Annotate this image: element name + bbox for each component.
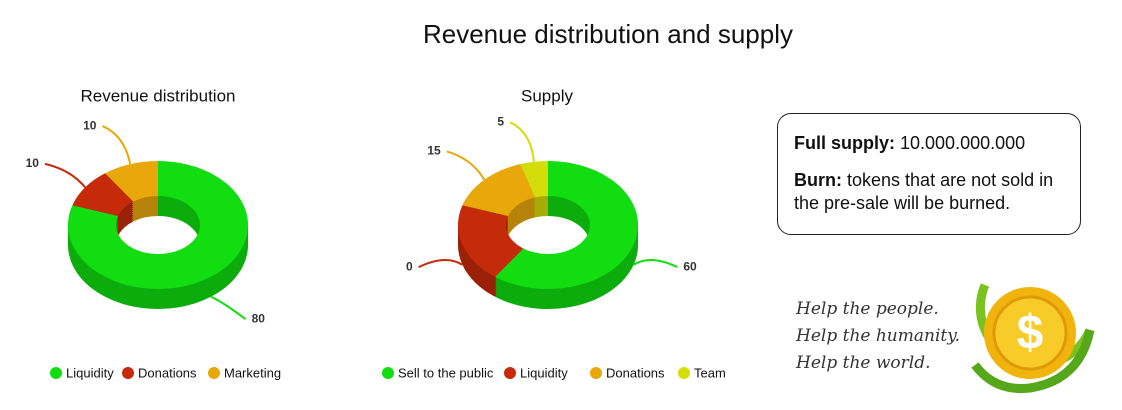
data-label: 60 bbox=[683, 259, 697, 273]
burn-text: tokens that are not sold in the pre-sale… bbox=[794, 170, 1054, 213]
data-label: 80 bbox=[252, 311, 266, 325]
legend-label: Donations bbox=[606, 365, 665, 380]
leader-line bbox=[418, 259, 463, 269]
logo-hand bbox=[971, 329, 1095, 394]
burn: Burn: tokens that are not sold in the pr… bbox=[794, 169, 1064, 215]
legend-marker bbox=[50, 367, 62, 379]
segment bbox=[72, 173, 134, 217]
legend-label: Liquidity bbox=[66, 365, 114, 380]
data-label: 5 bbox=[497, 114, 504, 128]
segment bbox=[458, 205, 524, 277]
chart-title: Supply bbox=[521, 86, 573, 105]
legend-label: Marketing bbox=[224, 365, 281, 380]
legend-marker bbox=[504, 367, 516, 379]
data-label: 10 bbox=[26, 156, 40, 170]
legend-label: Sell to the public bbox=[398, 365, 494, 380]
legend-marker bbox=[122, 367, 134, 379]
legend-marker bbox=[678, 367, 690, 379]
leader-line bbox=[509, 121, 535, 162]
slogan: Help the people. Help the humanity. Help… bbox=[796, 296, 960, 377]
data-label: 0 bbox=[406, 259, 413, 273]
full-supply: Full supply: 10.000.000.000 bbox=[794, 132, 1064, 155]
leader-line bbox=[44, 162, 86, 189]
full-supply-value: 10.000.000.000 bbox=[900, 133, 1026, 153]
page-title: Revenue distribution and supply bbox=[423, 19, 793, 49]
leader-line bbox=[446, 150, 486, 181]
legend-marker bbox=[590, 367, 602, 379]
segment bbox=[495, 161, 638, 289]
data-label: 10 bbox=[83, 118, 97, 132]
info-box: Full supply: 10.000.000.000 Burn: tokens… bbox=[777, 113, 1081, 235]
segment bbox=[68, 161, 249, 289]
segment bbox=[105, 161, 158, 202]
legend-label: Donations bbox=[138, 365, 197, 380]
leader-line bbox=[633, 259, 678, 269]
legend-marker bbox=[382, 367, 394, 379]
chart-title: Revenue distribution bbox=[81, 86, 236, 105]
logo-symbol: $ bbox=[1017, 307, 1044, 360]
slogan-line: Help the world. bbox=[796, 353, 931, 373]
legend-label: Team bbox=[694, 365, 726, 380]
data-label: 15 bbox=[427, 144, 441, 158]
burn-label: Burn: bbox=[794, 170, 842, 190]
leader-line bbox=[102, 125, 132, 165]
legend-label: Liquidity bbox=[520, 365, 568, 380]
leader-line bbox=[210, 295, 247, 320]
segment bbox=[520, 161, 548, 198]
legend-marker bbox=[208, 367, 220, 379]
logo: $ bbox=[971, 283, 1095, 394]
full-supply-label: Full supply: bbox=[794, 133, 895, 153]
segment bbox=[462, 164, 536, 217]
slogan-line: Help the humanity. bbox=[796, 326, 960, 346]
logo-coin-inner bbox=[992, 295, 1068, 371]
slogan-line: Help the people. bbox=[796, 299, 939, 319]
